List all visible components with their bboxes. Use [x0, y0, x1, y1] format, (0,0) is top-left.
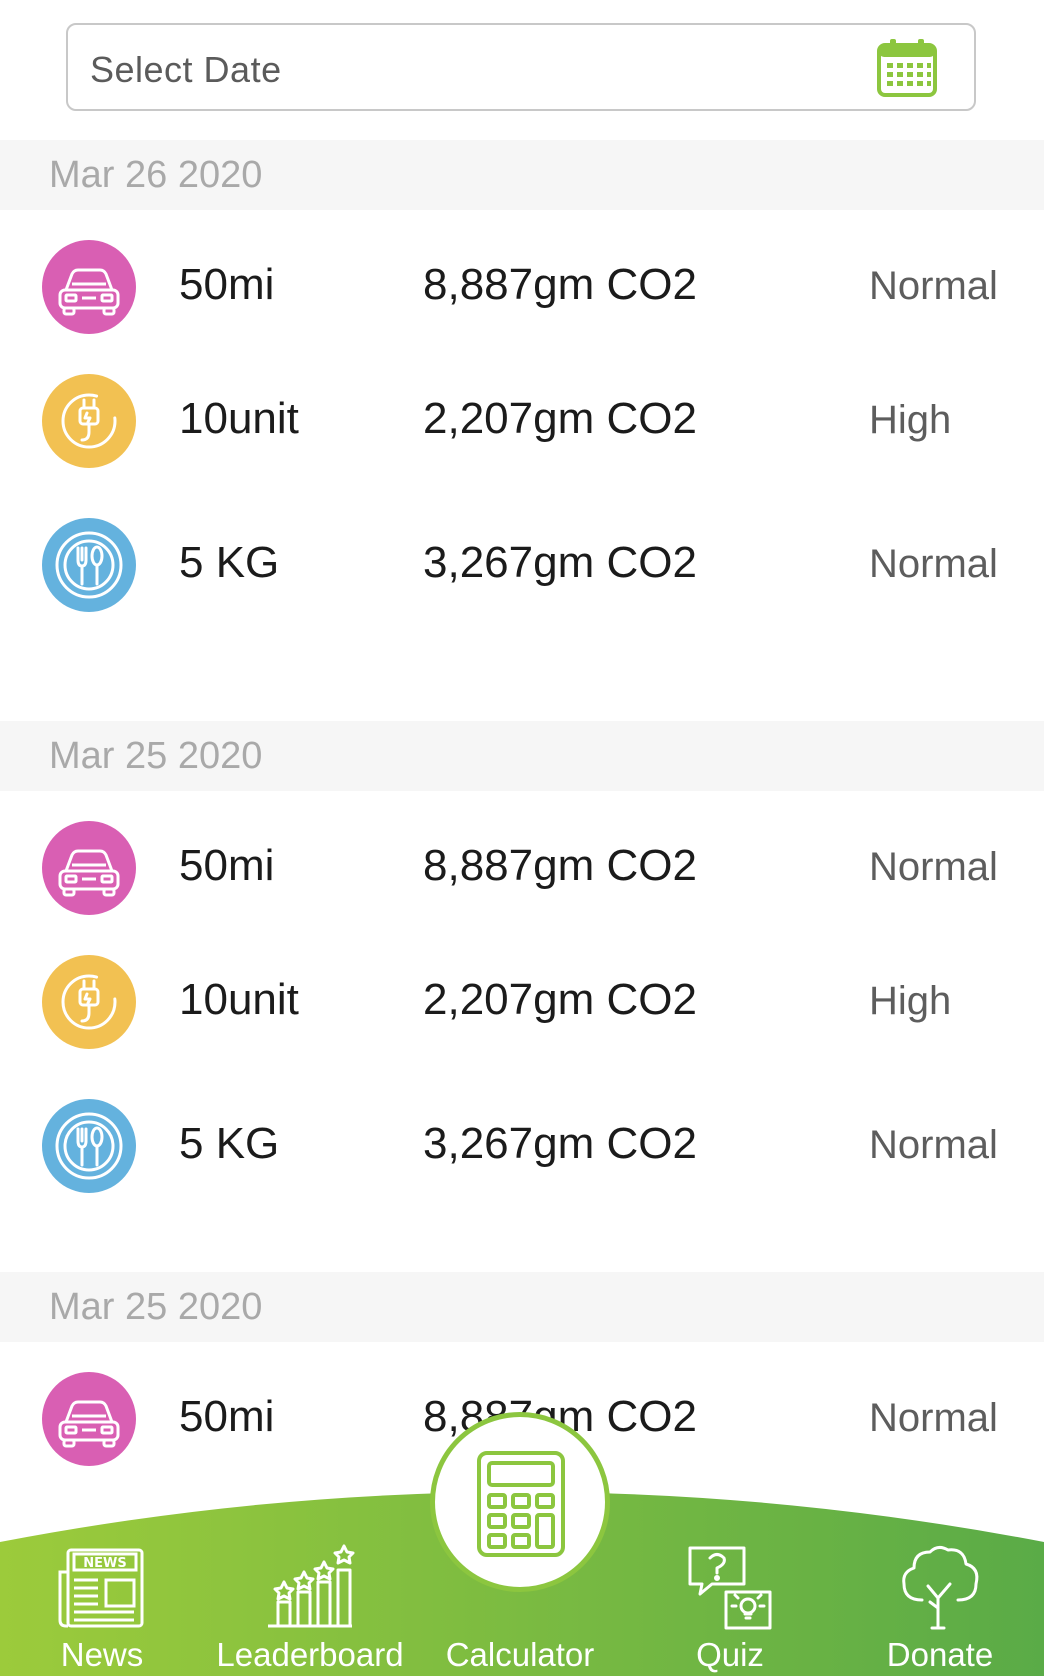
- car-icon: [42, 240, 136, 334]
- nav-label: Calculator: [445, 1636, 595, 1673]
- quantity: 10unit: [179, 975, 299, 1024]
- leaderboard-icon: [268, 1544, 355, 1628]
- select-date-field[interactable]: Select Date: [66, 23, 976, 111]
- nav-label: Quiz: [696, 1636, 764, 1673]
- section-date: Mar 25 2020: [49, 1286, 263, 1328]
- list-item[interactable]: 50mi 8,887gm CO2 Normal: [0, 232, 1044, 342]
- nav-label: Donate: [886, 1636, 994, 1673]
- list-item[interactable]: 50mi 8,887gm CO2 Normal: [0, 813, 1044, 923]
- co2-value: 2,207gm CO2: [423, 975, 697, 1024]
- nav-calculator[interactable]: Calculator: [420, 1632, 620, 1674]
- calendar-icon[interactable]: [876, 37, 938, 99]
- quantity: 50mi: [179, 260, 275, 309]
- level-label: Normal: [869, 1396, 998, 1440]
- calculator-button[interactable]: [430, 1412, 610, 1592]
- co2-value: 8,887gm CO2: [423, 841, 697, 890]
- quantity: 10unit: [179, 394, 299, 443]
- section-date: Mar 25 2020: [49, 735, 263, 777]
- section-header: Mar 25 2020: [0, 721, 1044, 791]
- food-icon: [42, 1099, 136, 1193]
- svg-text:NEWS: NEWS: [83, 1556, 126, 1571]
- co2-value: 3,267gm CO2: [423, 1119, 697, 1168]
- plug-icon: [42, 955, 136, 1049]
- section-header: Mar 26 2020: [0, 140, 1044, 210]
- list-item[interactable]: 10unit 2,207gm CO2 High: [0, 366, 1044, 476]
- co2-value: 8,887gm CO2: [423, 260, 697, 309]
- nav-leaderboard[interactable]: Leaderboard: [210, 1542, 410, 1674]
- news-icon: NEWS: [58, 1548, 144, 1628]
- quantity: 5 KG: [179, 538, 280, 587]
- level-label: Normal: [869, 264, 998, 308]
- list-item[interactable]: 5 KG 3,267gm CO2 Normal: [0, 510, 1044, 620]
- select-date-placeholder: Select Date: [90, 49, 282, 90]
- level-label: Normal: [869, 845, 998, 889]
- nav-label: News: [60, 1636, 144, 1673]
- list-item[interactable]: 10unit 2,207gm CO2 High: [0, 947, 1044, 1057]
- calculator-icon: [477, 1451, 565, 1557]
- nav-news[interactable]: NEWS News: [2, 1542, 202, 1674]
- car-icon: [42, 821, 136, 915]
- food-icon: [42, 518, 136, 612]
- level-label: High: [869, 979, 952, 1023]
- level-label: Normal: [869, 1123, 998, 1167]
- quiz-icon: [688, 1546, 772, 1630]
- nav-quiz[interactable]: Quiz: [630, 1542, 830, 1674]
- quantity: 50mi: [179, 841, 275, 890]
- car-icon: [42, 1372, 136, 1466]
- quantity: 5 KG: [179, 1119, 280, 1168]
- level-label: High: [869, 398, 952, 442]
- tree-icon: [902, 1545, 979, 1630]
- nav-label: Leaderboard: [216, 1636, 404, 1673]
- nav-donate[interactable]: Donate: [840, 1542, 1040, 1674]
- list-item[interactable]: 5 KG 3,267gm CO2 Normal: [0, 1091, 1044, 1201]
- level-label: Normal: [869, 542, 998, 586]
- quantity: 50mi: [179, 1392, 275, 1441]
- section-date: Mar 26 2020: [49, 154, 263, 196]
- co2-value: 3,267gm CO2: [423, 538, 697, 587]
- section-header: Mar 25 2020: [0, 1272, 1044, 1342]
- co2-value: 2,207gm CO2: [423, 394, 697, 443]
- plug-icon: [42, 374, 136, 468]
